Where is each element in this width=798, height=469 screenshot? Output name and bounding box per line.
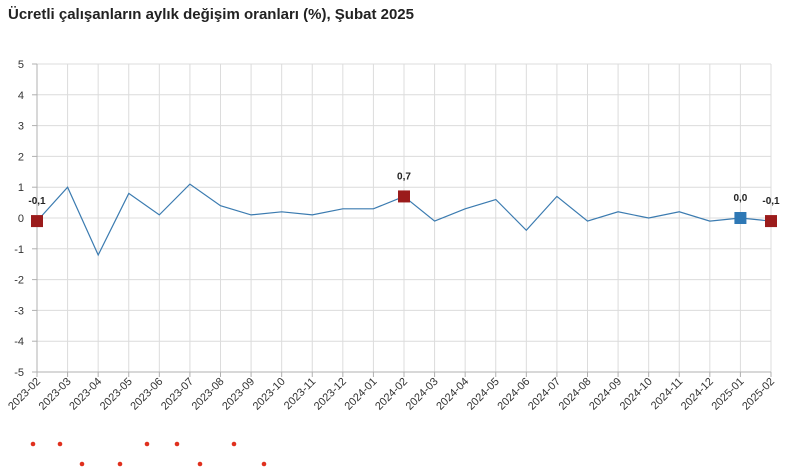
- x-tick-label: 2024-08: [557, 376, 594, 413]
- decorative-dot: [117, 461, 123, 467]
- decorative-dot: [30, 441, 36, 447]
- highlight-marker: [31, 215, 43, 228]
- decorative-dot: [57, 441, 63, 447]
- x-tick-label: 2023-08: [190, 376, 227, 413]
- x-tick-label: 2024-03: [404, 376, 441, 413]
- x-tick-label: 2024-12: [679, 376, 716, 413]
- data-label: 0,0: [733, 193, 747, 204]
- x-tick-label: 2023-06: [128, 376, 165, 413]
- decorative-dot: [79, 461, 85, 467]
- x-tick-label: 2024-06: [495, 376, 532, 413]
- x-tick-label: 2023-12: [312, 376, 349, 413]
- y-tick-label: 0: [18, 213, 24, 225]
- x-tick-label: 2023-07: [159, 376, 196, 413]
- decorative-dot: [144, 441, 150, 447]
- highlight-marker: [734, 212, 747, 224]
- x-tick-label: 2024-10: [618, 376, 655, 413]
- data-label: 0,7: [397, 171, 411, 182]
- x-tick-label: 2025-02: [740, 376, 777, 413]
- chart-title: Ücretli çalışanların aylık değişim oranl…: [8, 6, 414, 23]
- decorative-dot: [197, 461, 203, 467]
- x-tick-label: 2023-02: [6, 376, 43, 413]
- y-tick-label: -4: [14, 336, 24, 348]
- y-tick-label: 3: [18, 121, 24, 133]
- x-tick-label: 2024-01: [343, 376, 380, 413]
- y-tick-label: 1: [18, 182, 24, 194]
- x-tick-label: 2024-04: [434, 376, 471, 413]
- x-tick-label: 2023-05: [98, 376, 135, 413]
- x-tick-label: 2023-09: [220, 376, 257, 413]
- x-tick-label: 2024-07: [526, 376, 563, 413]
- x-tick-label: 2024-11: [649, 376, 685, 412]
- x-tick-label: 2023-10: [251, 376, 288, 413]
- y-tick-label: 4: [18, 90, 24, 102]
- highlight-marker: [765, 215, 777, 228]
- data-label: -0,1: [762, 196, 780, 207]
- x-tick-label: 2024-02: [373, 376, 410, 413]
- decorative-dot: [261, 461, 267, 467]
- y-tick-label: -3: [14, 305, 24, 317]
- y-tick-label: -2: [14, 275, 24, 287]
- decorative-dot: [231, 441, 237, 447]
- x-tick-label: 2023-11: [282, 376, 318, 412]
- x-tick-label: 2025-01: [710, 376, 747, 413]
- y-tick-label: 5: [18, 59, 24, 71]
- data-label: -0,1: [28, 196, 46, 207]
- y-tick-label: -5: [14, 367, 24, 379]
- x-tick-label: 2024-05: [465, 376, 502, 413]
- y-tick-label: -1: [14, 244, 24, 256]
- x-tick-label: 2023-03: [37, 376, 74, 413]
- x-tick-label: 2024-09: [587, 376, 624, 413]
- y-tick-label: 2: [18, 151, 24, 163]
- x-tick-label: 2023-04: [67, 376, 104, 413]
- highlight-marker: [398, 190, 410, 203]
- decorative-dot: [174, 441, 180, 447]
